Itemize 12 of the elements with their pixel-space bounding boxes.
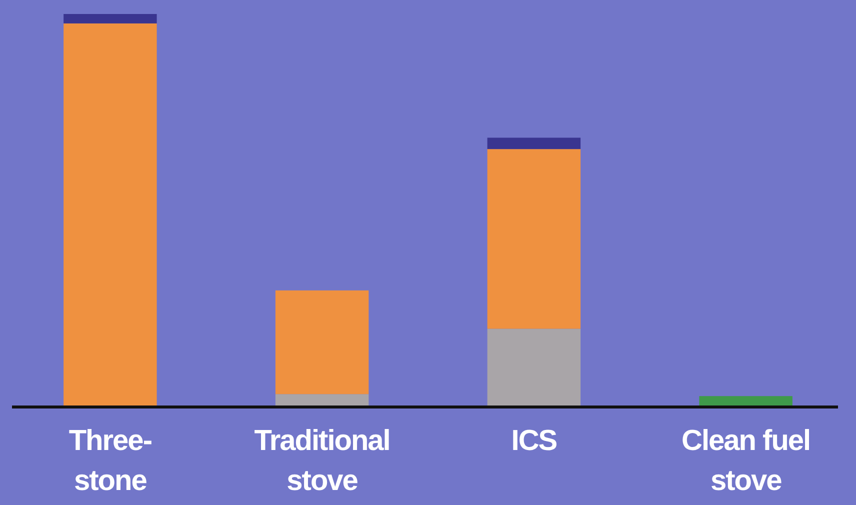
bar [64, 23, 157, 406]
x-tick-label: Traditional stove [254, 425, 390, 497]
bar [275, 394, 369, 406]
bar [487, 328, 581, 406]
bar [275, 290, 369, 394]
bar [699, 396, 792, 406]
bar [64, 14, 157, 24]
x-tick-label: ICS [511, 425, 558, 457]
x-tick-label: Three- stone [68, 425, 152, 497]
bar [487, 149, 581, 329]
bar [487, 138, 581, 150]
x-tick-label: Clean fuel stove [682, 425, 810, 497]
